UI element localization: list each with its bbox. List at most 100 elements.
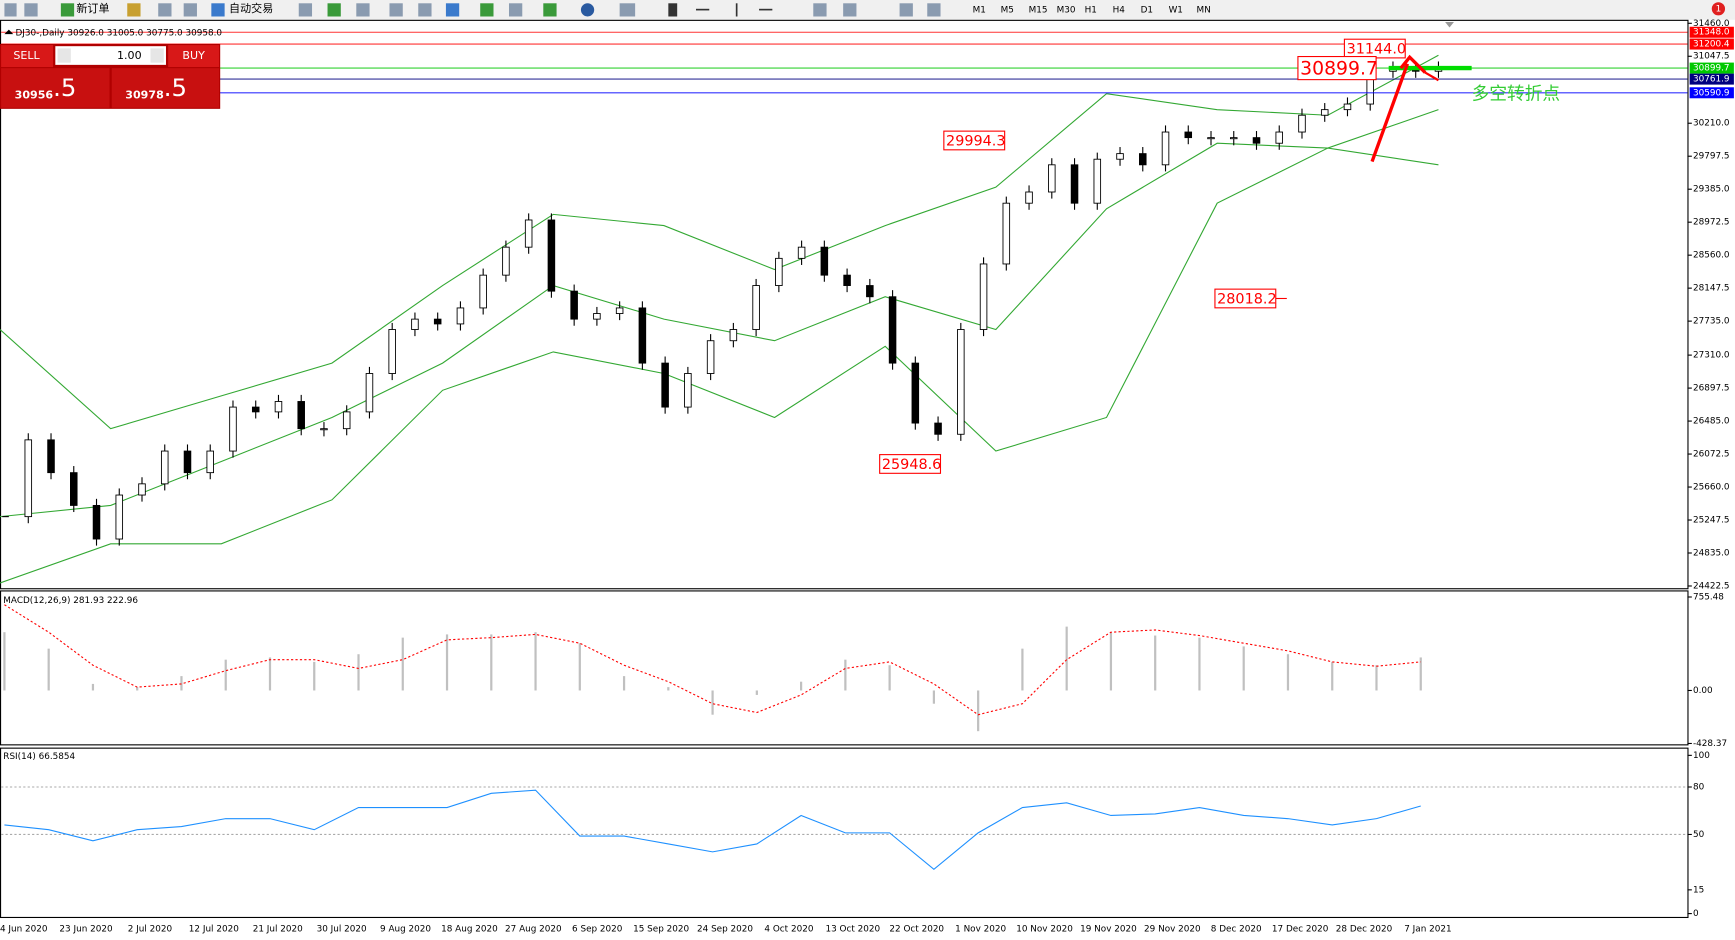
candle-body bbox=[1048, 164, 1056, 193]
candle-body bbox=[524, 219, 533, 248]
candle-body bbox=[115, 494, 124, 540]
price-annotation-box bbox=[879, 454, 942, 474]
bollinger-lower bbox=[0, 147, 1439, 584]
candle-body bbox=[229, 406, 237, 452]
x-tick-label: 4 Jun 2020 bbox=[0, 925, 48, 935]
candle-body bbox=[1116, 153, 1124, 160]
candle-body bbox=[593, 313, 601, 320]
macd-bar bbox=[667, 687, 670, 691]
timeframe-button[interactable]: H1 bbox=[1085, 5, 1097, 15]
y-tick-label: 29797.5 bbox=[1693, 152, 1730, 162]
candle-body bbox=[729, 329, 738, 342]
timeframe-button[interactable]: W1 bbox=[1169, 5, 1183, 15]
candle-body bbox=[1093, 158, 1102, 204]
candle-body bbox=[934, 422, 942, 435]
candle-body bbox=[297, 401, 305, 430]
x-tick-label: 8 Dec 2020 bbox=[1211, 925, 1262, 935]
macd-bar bbox=[844, 659, 847, 691]
timeframe-bar: M1 M5 M15 M30 H1 H4 D1 W1 MN bbox=[973, 5, 1211, 15]
x-tick-label: 4 Oct 2020 bbox=[764, 925, 813, 935]
buy-label[interactable]: BUY bbox=[182, 49, 205, 62]
price-level-label: 30899.7 bbox=[1693, 64, 1730, 74]
candle-body bbox=[1207, 137, 1215, 140]
timeframe-button[interactable]: M30 bbox=[1057, 5, 1076, 15]
candle-body bbox=[183, 450, 192, 474]
price-level-label: 30761.9 bbox=[1693, 75, 1730, 85]
new-order-button[interactable]: 新订单 bbox=[76, 1, 109, 15]
y-tick-label: 29385.0 bbox=[1693, 185, 1730, 195]
notification-count: 1 bbox=[1716, 4, 1722, 14]
y-tick-label: 0 bbox=[1693, 909, 1699, 919]
timeframe-button[interactable]: H4 bbox=[1113, 5, 1126, 15]
bollinger-upper bbox=[0, 54, 1439, 430]
indicator-label: MACD(12,26,9) 281.93 222.96 bbox=[3, 596, 138, 606]
timeframe-button[interactable]: M15 bbox=[1029, 5, 1048, 15]
y-tick-label: 24422.5 bbox=[1693, 582, 1730, 592]
price-level-tag bbox=[1689, 26, 1734, 38]
candle-body bbox=[365, 373, 374, 413]
timeframe-button[interactable]: M5 bbox=[1001, 5, 1014, 15]
candle-body bbox=[456, 307, 465, 325]
price-annotation: 31144.0 bbox=[1347, 42, 1406, 58]
x-tick-label: 22 Oct 2020 bbox=[889, 925, 944, 935]
bollinger-middle bbox=[0, 109, 1439, 518]
candle-body bbox=[206, 450, 214, 474]
sell-label[interactable]: SELL bbox=[13, 49, 40, 62]
macd-bar bbox=[180, 676, 183, 691]
candle-body bbox=[957, 329, 965, 435]
candle-body bbox=[775, 257, 783, 286]
macd-bar bbox=[224, 659, 227, 691]
y-tick-label: 25247.5 bbox=[1693, 516, 1730, 526]
notification-badge bbox=[1711, 2, 1726, 16]
price-level-tag bbox=[1689, 38, 1734, 50]
x-tick-label: 13 Oct 2020 bbox=[826, 925, 881, 935]
y-tick-label: 27310.0 bbox=[1693, 351, 1730, 361]
candle-body bbox=[433, 318, 442, 325]
y-tick-label: -428.37 bbox=[1693, 739, 1727, 749]
price-annotation: 25948.6 bbox=[882, 457, 941, 473]
candle-body bbox=[1275, 131, 1284, 144]
candle-body bbox=[1252, 137, 1261, 144]
timeframe-button[interactable]: D1 bbox=[1141, 5, 1153, 15]
timeframe-button[interactable]: M1 bbox=[973, 5, 986, 15]
main-panel bbox=[0, 19, 1689, 590]
macd-bar bbox=[136, 687, 139, 691]
x-tick-label: 24 Sep 2020 bbox=[697, 925, 753, 935]
x-tick-label: 30 Jul 2020 bbox=[317, 925, 367, 935]
x-tick-label: 21 Jul 2020 bbox=[253, 925, 303, 935]
candle-body bbox=[479, 274, 487, 309]
price-annotation: 30899.7 bbox=[1300, 59, 1378, 80]
sell-price-pips: .5 bbox=[53, 73, 76, 102]
price-level-label: 30590.9 bbox=[1693, 88, 1730, 98]
timeframe-button[interactable]: MN bbox=[1197, 5, 1211, 15]
candle-body bbox=[1002, 202, 1011, 265]
shift-marker bbox=[1445, 21, 1454, 28]
x-tick-label: 2 Jul 2020 bbox=[128, 925, 173, 935]
macd-chart: 755.48 0.00 -428.37 MACD(12,26,9) 281.93 22… bbox=[3, 593, 1727, 749]
x-tick-label: 18 Aug 2020 bbox=[441, 925, 498, 935]
sell-price: 30956 bbox=[15, 89, 54, 102]
sell-price-box[interactable] bbox=[1, 68, 110, 108]
rsi-line bbox=[4, 789, 1421, 870]
y-tick-label: 31047.5 bbox=[1693, 52, 1730, 62]
candle-body bbox=[1343, 103, 1352, 111]
candle-body bbox=[1161, 131, 1170, 166]
auto-trading-button[interactable]: 自动交易 bbox=[229, 1, 273, 15]
candle-body bbox=[797, 246, 806, 259]
macd-bar bbox=[800, 681, 803, 691]
candle-body bbox=[1184, 131, 1193, 139]
candle-body bbox=[638, 307, 647, 364]
x-tick-label: 15 Sep 2020 bbox=[633, 925, 689, 935]
buy-price-box[interactable] bbox=[111, 68, 220, 108]
macd-bar bbox=[490, 634, 493, 691]
sell-button[interactable] bbox=[1, 45, 54, 68]
macd-bar bbox=[888, 665, 891, 691]
x-tick-label: 28 Dec 2020 bbox=[1336, 925, 1393, 935]
lot-size[interactable]: 1.00 bbox=[117, 49, 142, 62]
x-tick-label: 7 Jan 2021 bbox=[1404, 925, 1451, 935]
y-tick-label: 25660.0 bbox=[1693, 483, 1730, 493]
buy-button[interactable] bbox=[168, 45, 220, 68]
candle-body bbox=[888, 296, 897, 364]
candle-body bbox=[866, 285, 874, 298]
